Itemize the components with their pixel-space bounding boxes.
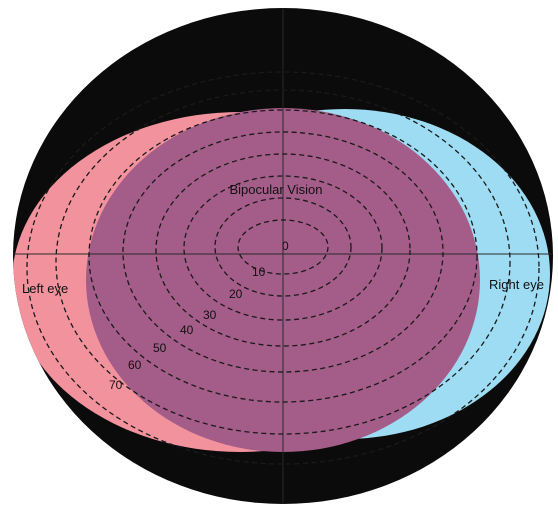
ring-70	[55, 89, 511, 435]
ring-label-20: 20	[229, 287, 243, 301]
ring-20	[214, 197, 352, 297]
ring-50	[122, 131, 444, 373]
ring-label-10: 10	[252, 265, 266, 279]
ring-label-50: 50	[153, 341, 167, 355]
ring-label-40: 40	[180, 323, 194, 337]
ring-label-30: 30	[203, 308, 217, 322]
left-eye-label: Left eye	[22, 281, 68, 296]
ring-label-60: 60	[128, 358, 142, 372]
ring-80	[26, 71, 540, 465]
ring-label-0: 0	[282, 239, 289, 253]
ring-60	[88, 109, 478, 403]
binocular-vision-label: Bipocular Vision	[230, 182, 323, 197]
ring-label-70: 70	[109, 378, 123, 392]
ring-40	[155, 153, 411, 347]
ring-10	[237, 219, 329, 275]
right-eye-label: Right eye	[489, 277, 544, 292]
ring-30	[183, 175, 383, 321]
